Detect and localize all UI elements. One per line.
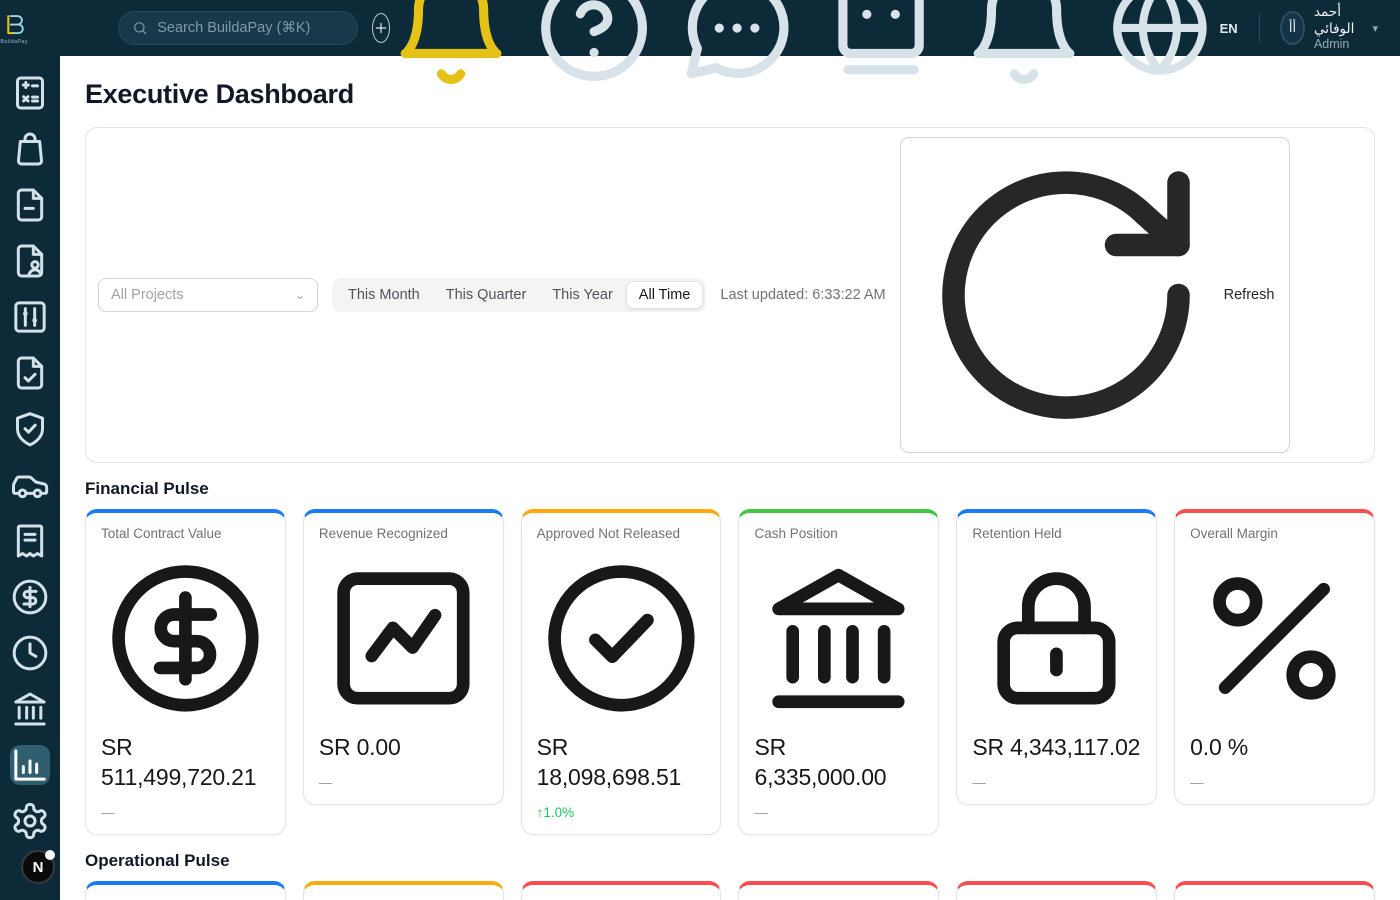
stat-card-schedule-health: Schedule Health 20 % — [521,881,722,900]
sidebar-item-settings[interactable] [10,801,50,841]
chart-line-icon [319,554,488,723]
user-role: Admin [1314,37,1364,52]
project-filter-value: All Projects [111,287,184,303]
circle-dollar-icon [101,554,270,723]
bank-icon [754,554,923,723]
buildapay-logo[interactable]: BuildaPay [0,12,28,45]
stat-card-safety-incidents: Safety Incidents (MTD) 3 — [1174,881,1375,900]
stat-trend: ↑1.0% [537,805,706,820]
last-updated-text: Last updated: 6:33:22 AM [720,287,885,303]
stat-title: Retention Held [972,526,1141,541]
sidebar-item-dashboard[interactable] [10,745,50,785]
sidebar-item-fleet[interactable] [10,465,50,505]
stat-card-overall-margin: Overall Margin 0.0 % — [1174,509,1375,805]
chevron-down-icon: ▾ [1372,22,1378,35]
feedback-chat-icon[interactable] [676,0,798,89]
sidebar-item-subcontractors[interactable] [10,241,50,281]
search-icon [132,20,148,36]
global-search[interactable] [118,11,358,45]
sidebar-item-finance[interactable] [10,577,50,617]
avatar: أأ [1280,11,1305,45]
dev-badge-dot [45,850,55,860]
financial-cards: Total Contract Value SR 511,499,720.21 —… [85,509,1375,835]
topbar-actions: EN أأ أحمد الوفائي Admin ▾ [390,0,1400,89]
stat-trend: — [972,775,1141,790]
language-switcher[interactable]: EN [1106,0,1238,82]
section-title-financial: Financial Pulse [85,479,1375,499]
operational-cards: Active Projects 2 — WCs Pending Approval… [85,881,1375,900]
sidebar-item-procurement[interactable] [10,129,50,169]
stat-title: Revenue Recognized [319,526,488,541]
filter-bar: All Projects ⌄ This Month This Quarter T… [85,127,1375,463]
user-name: أحمد الوفائي [1314,4,1364,38]
stat-value: 0.0 % [1190,733,1248,763]
dev-badge-letter: N [33,859,44,876]
stat-trend: — [754,805,923,820]
stat-value: SR 6,335,000.00 [754,733,923,793]
refresh-icon [916,145,1216,445]
quick-add-button[interactable] [372,13,390,43]
sidebar-item-approvals[interactable] [10,353,50,393]
sidebar-nav [0,56,60,900]
top-bar: BuildaPay EN أأ أحمد الوفائي Admin ▾ [0,0,1400,56]
sidebar-item-hse[interactable] [10,409,50,449]
stat-card-cash-position: Cash Position SR 6,335,000.00 — [738,509,939,835]
sidebar-item-timesheets[interactable] [10,633,50,673]
announcements-bell-icon[interactable] [390,0,512,89]
sidebar-item-project-controls[interactable] [10,297,50,337]
stat-value: SR 0.00 [319,733,401,763]
stat-card-approved-not-released: Approved Not Released SR 18,098,698.51 ↑… [521,509,722,835]
tab-all-time[interactable]: All Time [626,281,704,309]
stat-card-open-high-risks: Open High Risks 4 — [738,881,939,900]
stat-trend: — [101,805,270,820]
stat-title: Overall Margin [1190,526,1359,541]
stat-value: SR 18,098,698.51 [537,733,706,793]
sidebar-item-estimating[interactable] [10,73,50,113]
stat-title: Approved Not Released [537,526,706,541]
section-title-operational: Operational Pulse [85,851,1375,871]
sidebar-item-documents[interactable] [10,185,50,225]
search-input[interactable] [157,20,344,36]
tab-this-year[interactable]: This Year [539,281,625,309]
circle-check-icon [537,554,706,723]
tab-this-month[interactable]: This Month [335,281,433,309]
globe-icon [1106,0,1214,82]
percent-icon [1190,554,1359,723]
lock-icon [972,554,1141,723]
stat-trend: — [1190,775,1359,790]
help-icon[interactable] [533,0,655,89]
chevron-down-icon: ⌄ [295,288,305,302]
dev-tools-badge[interactable]: N [21,850,55,884]
stat-card-retention-held: Retention Held SR 4,343,117.02 — [956,509,1157,805]
main-content: Executive Dashboard All Projects ⌄ This … [60,56,1400,900]
sidebar-item-billing[interactable] [10,521,50,561]
project-filter-select[interactable]: All Projects ⌄ [98,278,318,312]
refresh-button[interactable]: Refresh [900,137,1291,453]
stat-value: SR 4,343,117.02 [972,733,1140,763]
user-menu[interactable]: أأ أحمد الوفائي Admin ▾ [1280,4,1378,53]
stat-title: Total Contract Value [101,526,270,541]
sidebar-item-treasury[interactable] [10,689,50,729]
brand-name: BuildaPay [0,39,27,45]
tab-this-quarter[interactable]: This Quarter [433,281,540,309]
notifications-bell-icon[interactable] [963,0,1085,89]
stat-trend: — [319,775,488,790]
date-range-tabs: This Month This Quarter This Year All Ti… [332,278,706,312]
stat-card-active-projects: Active Projects 2 — [85,881,286,900]
stat-card-total-contract-value: Total Contract Value SR 511,499,720.21 — [85,509,286,835]
language-code: EN [1220,21,1238,36]
stat-card-wcs-pending: WCs Pending Approval 8 — [303,881,504,900]
stat-card-overdue-tasks: Overdue Tasks 8 — [956,881,1157,900]
plus-icon [373,20,389,36]
stat-value: SR 511,499,720.21 [101,733,270,793]
stat-card-revenue-recognized: Revenue Recognized SR 0.00 — [303,509,504,805]
assistant-bot-icon[interactable] [820,0,942,89]
stat-title: Cash Position [754,526,923,541]
